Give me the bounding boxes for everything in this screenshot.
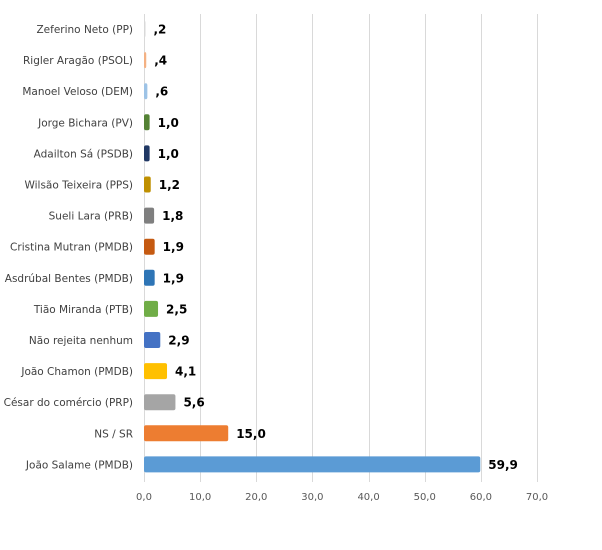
bar: [144, 145, 150, 162]
bar: [144, 332, 161, 348]
bar: [144, 21, 146, 37]
category-label: César do comércio (PRP): [4, 397, 133, 409]
category-label: Tião Miranda (PTB): [33, 304, 133, 316]
bar: [144, 238, 155, 255]
data-label: ,2: [154, 23, 167, 37]
category-label: Rigler Aragão (PSOL): [23, 55, 133, 67]
data-label: 2,5: [166, 302, 187, 316]
data-labels: ,2 ,4 ,6 1,0 1,0 1,2 1,8 1,9 1,9 2,5 2,9 4,1 5,6 15,0…: [154, 23, 518, 472]
data-label: 4,1: [175, 365, 196, 379]
bar: [144, 176, 151, 193]
data-label: 15,0: [236, 427, 266, 441]
bar: [144, 456, 481, 473]
x-tick-label: 60,0: [470, 492, 492, 503]
bar: [144, 52, 147, 69]
category-label: NS / SR: [94, 428, 133, 440]
category-label: Jorge Bichara (PV): [37, 117, 133, 129]
bar: [144, 394, 176, 411]
data-label: 1,0: [158, 116, 179, 130]
data-label: 5,6: [183, 396, 204, 410]
category-label: Cristina Mutran (PMDB): [10, 242, 133, 254]
category-label: Adailton Sá (PSDB): [34, 148, 133, 160]
data-label: 59,9: [488, 458, 518, 472]
data-label: 1,0: [158, 147, 179, 161]
x-tick-label: 70,0: [526, 492, 548, 503]
data-label: 2,9: [168, 334, 189, 348]
x-tick-label: 0,0: [136, 492, 152, 503]
category-label: Não rejeita nenhum: [29, 335, 133, 347]
bar: [144, 425, 229, 442]
category-label: Zeferino Neto (PP): [36, 24, 133, 36]
category-label: Sueli Lara (PRB): [49, 211, 133, 223]
bar: [144, 269, 155, 286]
x-tick-label: 10,0: [189, 492, 211, 503]
category-label: Asdrúbal Bentes (PMDB): [5, 273, 133, 285]
x-tick-label: 50,0: [414, 492, 436, 503]
data-label: 1,9: [163, 271, 184, 285]
category-label: João Chamon (PMDB): [20, 366, 133, 378]
x-axis-tick-labels: 0,0 10,0 20,0 30,0 40,0 50,0 60,0 70,0: [136, 492, 548, 503]
data-label: 1,9: [163, 240, 184, 254]
gridlines: [144, 14, 538, 482]
category-labels: Zeferino Neto (PP) Rigler Aragão (PSOL) Ma…: [4, 24, 133, 471]
bar: [144, 363, 168, 380]
category-label: João Salame (PMDB): [25, 459, 133, 471]
bar: [144, 83, 148, 100]
bar: [144, 207, 155, 224]
category-label: Wilsão Teixeira (PPS): [24, 180, 133, 192]
bars: [144, 21, 481, 473]
bar: [144, 300, 159, 317]
data-label: ,6: [155, 85, 168, 99]
category-label: Manoel Veloso (DEM): [22, 86, 133, 98]
x-tick-label: 30,0: [301, 492, 323, 503]
x-tick-label: 20,0: [245, 492, 267, 503]
data-label: 1,8: [162, 209, 183, 223]
data-label: ,4: [154, 54, 167, 68]
x-tick-label: 40,0: [357, 492, 379, 503]
bar: [144, 114, 150, 131]
data-label: 1,2: [159, 178, 180, 192]
